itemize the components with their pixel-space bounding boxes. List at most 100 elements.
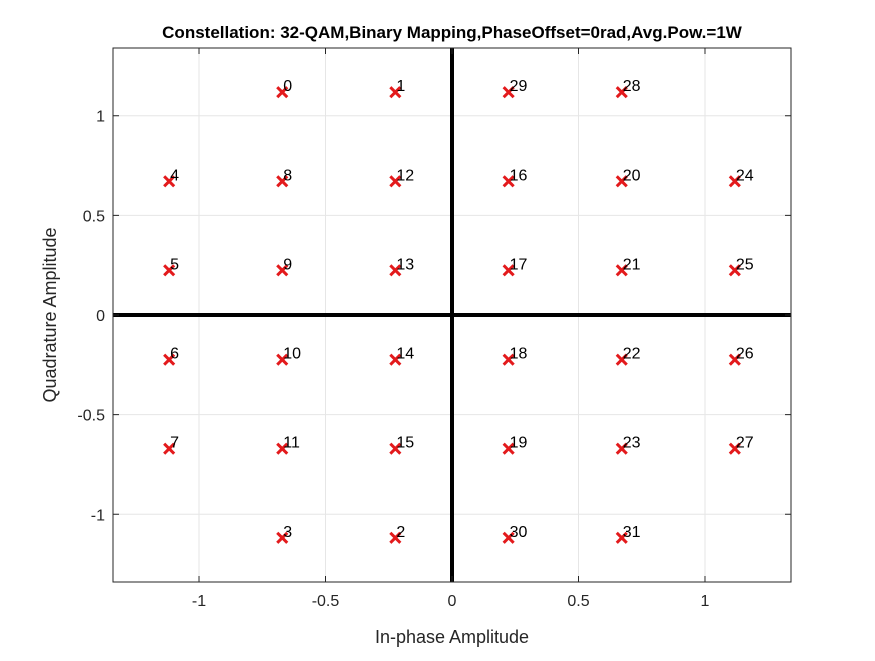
point-label: 30 bbox=[510, 524, 528, 541]
x-marker bbox=[389, 264, 402, 277]
constellation-point: 9 bbox=[276, 256, 292, 277]
point-label: 8 bbox=[283, 167, 292, 184]
constellation-point: 5 bbox=[163, 256, 179, 277]
x-marker bbox=[728, 175, 741, 188]
point-label: 0 bbox=[283, 78, 292, 95]
constellation-point: 25 bbox=[728, 256, 754, 277]
x-marker bbox=[389, 353, 402, 366]
point-label: 22 bbox=[623, 346, 641, 363]
constellation-point: 0 bbox=[276, 78, 292, 99]
constellation-point: 3 bbox=[276, 524, 292, 544]
x-marker bbox=[502, 264, 515, 277]
x-tick-label: -0.5 bbox=[312, 593, 340, 610]
x-marker bbox=[389, 531, 402, 544]
x-marker bbox=[502, 353, 515, 366]
point-label: 27 bbox=[736, 435, 754, 452]
point-label: 5 bbox=[170, 256, 179, 273]
constellation-point: 28 bbox=[615, 78, 641, 99]
point-label: 10 bbox=[283, 346, 301, 363]
x-marker bbox=[728, 442, 741, 455]
point-label: 9 bbox=[283, 256, 292, 273]
constellation-point: 15 bbox=[389, 435, 414, 455]
x-marker bbox=[163, 264, 176, 277]
constellation-point: 30 bbox=[502, 524, 528, 544]
constellation-point: 4 bbox=[163, 167, 179, 188]
x-marker bbox=[615, 531, 628, 544]
point-label: 2 bbox=[396, 524, 405, 541]
x-marker bbox=[728, 353, 741, 366]
x-axis-label: In-phase Amplitude bbox=[375, 627, 529, 647]
constellation-points: 0 123456789101112131415161718192021222324… bbox=[163, 78, 754, 544]
point-label: 6 bbox=[170, 346, 179, 363]
x-tick-label: -1 bbox=[192, 593, 206, 610]
constellation-point: 6 bbox=[163, 346, 179, 366]
point-label: 3 bbox=[283, 524, 292, 541]
x-marker bbox=[615, 264, 628, 277]
constellation-point: 24 bbox=[728, 167, 754, 188]
x-tick-label: 1 bbox=[701, 593, 710, 610]
y-tick-label: 1 bbox=[96, 109, 105, 126]
point-label: 24 bbox=[736, 167, 754, 184]
constellation-point: 22 bbox=[615, 346, 641, 366]
y-tick-label: -1 bbox=[91, 507, 105, 524]
constellation-point: 7 bbox=[163, 435, 179, 455]
point-label: 14 bbox=[396, 346, 414, 363]
point-label: 15 bbox=[396, 435, 414, 452]
point-label: 13 bbox=[396, 256, 414, 273]
x-marker bbox=[276, 353, 289, 366]
x-tick-label: 0.5 bbox=[567, 593, 589, 610]
x-marker bbox=[502, 86, 515, 99]
x-marker bbox=[163, 442, 176, 455]
x-marker bbox=[728, 264, 741, 277]
point-label: 31 bbox=[623, 524, 641, 541]
point-label: 17 bbox=[510, 256, 528, 273]
x-marker bbox=[615, 175, 628, 188]
x-marker bbox=[276, 442, 289, 455]
point-label: 12 bbox=[396, 167, 414, 184]
point-label: 29 bbox=[510, 78, 528, 95]
point-label: 16 bbox=[510, 167, 528, 184]
x-marker bbox=[615, 86, 628, 99]
y-tick-label: -0.5 bbox=[77, 408, 105, 425]
point-label: 25 bbox=[736, 256, 754, 273]
constellation-point: 31 bbox=[615, 524, 641, 544]
x-marker bbox=[389, 175, 402, 188]
point-label: 20 bbox=[623, 167, 641, 184]
x-marker bbox=[615, 353, 628, 366]
tick-labels: -1 -0.5 0 0.5 1 -1 -0.5 0 0.5 1 bbox=[77, 48, 791, 610]
zero-axis-lines bbox=[113, 48, 791, 582]
point-label: 18 bbox=[510, 346, 528, 363]
x-tick-label: 0 bbox=[448, 593, 457, 610]
constellation-point: 2 bbox=[389, 524, 405, 544]
constellation-point: 26 bbox=[728, 346, 754, 366]
y-axis-label: Quadrature Amplitude bbox=[40, 227, 60, 402]
point-label: 7 bbox=[170, 435, 179, 452]
constellation-point: 8 bbox=[276, 167, 292, 188]
x-marker bbox=[276, 175, 289, 188]
constellation-point: 10 bbox=[276, 346, 301, 366]
constellation-point: 14 bbox=[389, 346, 414, 366]
point-label: 11 bbox=[283, 435, 300, 452]
y-tick-label: 0 bbox=[96, 308, 105, 325]
constellation-point: 16 bbox=[502, 167, 528, 188]
constellation-point: 11 bbox=[276, 435, 300, 455]
x-marker bbox=[163, 353, 176, 366]
chart-title: Constellation: 32-QAM,Binary Mapping,Pha… bbox=[162, 23, 743, 42]
constellation-point: 29 bbox=[502, 78, 528, 99]
constellation-point: 19 bbox=[502, 435, 528, 455]
point-label: 26 bbox=[736, 346, 754, 363]
x-marker bbox=[502, 531, 515, 544]
point-label: 19 bbox=[510, 435, 528, 452]
constellation-point: 27 bbox=[728, 435, 754, 455]
x-marker bbox=[276, 264, 289, 277]
constellation-point: 21 bbox=[615, 256, 641, 277]
x-marker bbox=[163, 175, 176, 188]
point-label: 23 bbox=[623, 435, 641, 452]
point-label: 21 bbox=[623, 256, 641, 273]
point-label: 4 bbox=[170, 167, 179, 184]
x-marker bbox=[389, 442, 402, 455]
point-label: 28 bbox=[623, 78, 641, 95]
constellation-point: 13 bbox=[389, 256, 414, 277]
point-label: 1 bbox=[396, 78, 405, 95]
